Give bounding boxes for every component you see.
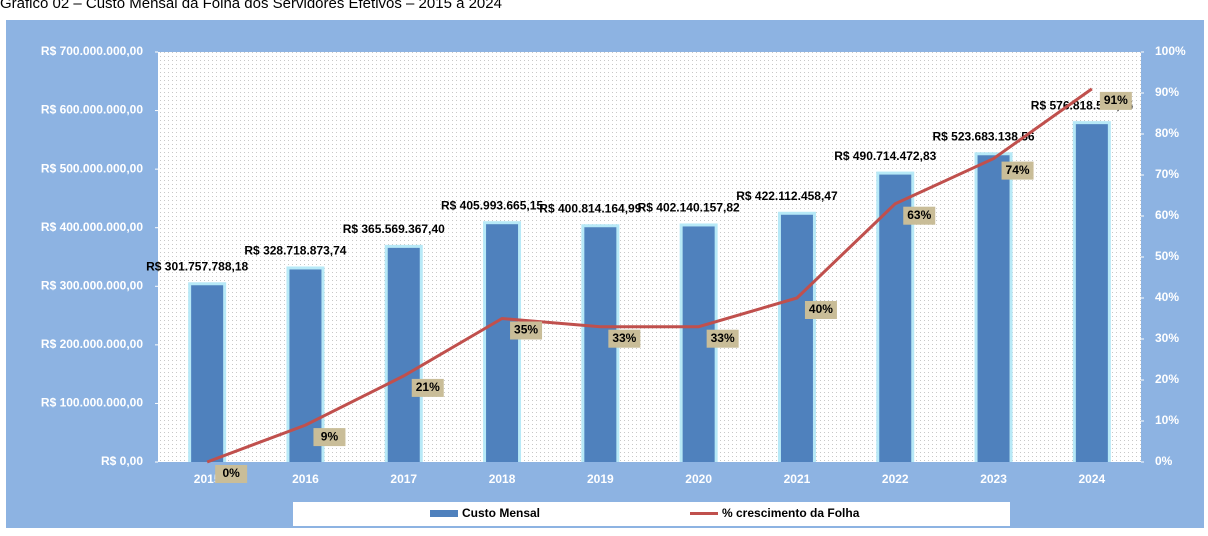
y2-tick-label: 0%	[1155, 454, 1173, 468]
line-label-bg	[1001, 161, 1034, 180]
legend-label: Custo Mensal	[462, 506, 540, 520]
x-tick-label: 2015	[194, 472, 221, 486]
line-value-label: 33%	[612, 331, 636, 345]
line-label-bg	[804, 301, 837, 319]
line-label-bg	[215, 465, 248, 483]
bar-value-label: R$ 402.140.157,82	[638, 201, 740, 215]
line-label-bg	[510, 321, 543, 340]
bar-value-label: R$ 523.683.138,56	[933, 129, 1035, 143]
y-tick-label: R$ 600.000.000,00	[41, 103, 143, 117]
bar	[486, 224, 519, 462]
x-tick-label: 2024	[1078, 472, 1105, 486]
line-value-label: 21%	[416, 380, 440, 394]
line-value-label: 33%	[711, 331, 735, 345]
legend-label: % crescimento da Folha	[722, 506, 860, 520]
line-label-bg	[706, 329, 739, 348]
bar-value-label: R$ 400.814.164,99	[539, 201, 641, 215]
x-tick-label: 2021	[784, 472, 811, 486]
y2-tick-label: 90%	[1155, 85, 1179, 99]
line-value-label: 0%	[222, 466, 240, 480]
legend-swatch	[430, 510, 458, 517]
y-tick-label: R$ 300.000.000,00	[41, 278, 143, 292]
line-label-bg	[313, 428, 346, 447]
bar-value-label: R$ 422.112.458,47	[736, 189, 838, 203]
y2-tick-label: 40%	[1155, 290, 1179, 304]
line-value-label: 91%	[1104, 93, 1128, 107]
bar-value-label: R$ 490.714.472,83	[834, 149, 936, 163]
bar-value-label: R$ 328.718.873,74	[244, 244, 346, 258]
line-value-label: 63%	[907, 208, 931, 222]
x-tick-label: 2019	[587, 472, 614, 486]
legend	[293, 502, 1010, 526]
y-tick-label: R$ 400.000.000,00	[41, 220, 143, 234]
x-tick-label: 2016	[292, 472, 319, 486]
line	[206, 87, 1093, 464]
y-tick-label: R$ 500.000.000,00	[41, 161, 143, 175]
y2-tick-label: 50%	[1155, 249, 1179, 263]
line-value-label: 74%	[1006, 163, 1030, 177]
y2-tick-label: 80%	[1155, 126, 1179, 140]
bar-value-label: R$ 405.993.665,15	[441, 198, 543, 212]
x-tick-label: 2022	[882, 472, 909, 486]
bar	[191, 285, 224, 462]
line-label-bg	[1099, 91, 1132, 110]
y2-tick-label: 30%	[1155, 331, 1179, 345]
y-tick-label: R$ 200.000.000,00	[41, 337, 143, 351]
bar	[780, 214, 813, 462]
chart-title: Gráfico 02 – Custo Mensal da Folha dos S…	[0, 0, 502, 12]
y-tick-label: R$ 700.000.000,00	[41, 44, 143, 58]
line-label-bg	[608, 329, 641, 348]
bar	[1075, 124, 1108, 463]
line-label-bg	[411, 378, 444, 397]
bar-value-label: R$ 365.569.367,40	[343, 222, 445, 236]
y2-tick-label: 70%	[1155, 167, 1179, 181]
x-tick-label: 2017	[390, 472, 417, 486]
bar	[387, 247, 420, 462]
bar-value-label: R$ 301.757.788,18	[146, 259, 248, 273]
y2-tick-label: 100%	[1155, 44, 1186, 58]
line-value-label: 35%	[514, 323, 538, 337]
y-tick-label: R$ 100.000.000,00	[41, 396, 143, 410]
bar	[977, 155, 1010, 462]
line-label-bg	[903, 206, 936, 225]
y2-tick-label: 10%	[1155, 413, 1179, 427]
line-value-label: 9%	[321, 429, 339, 443]
line-value-label: 40%	[809, 302, 833, 316]
y2-tick-label: 60%	[1155, 208, 1179, 222]
x-tick-label: 2020	[685, 472, 712, 486]
x-tick-label: 2023	[980, 472, 1007, 486]
y-tick-label: R$ 0,00	[101, 454, 143, 468]
x-tick-label: 2018	[489, 472, 516, 486]
y2-tick-label: 20%	[1155, 372, 1179, 386]
